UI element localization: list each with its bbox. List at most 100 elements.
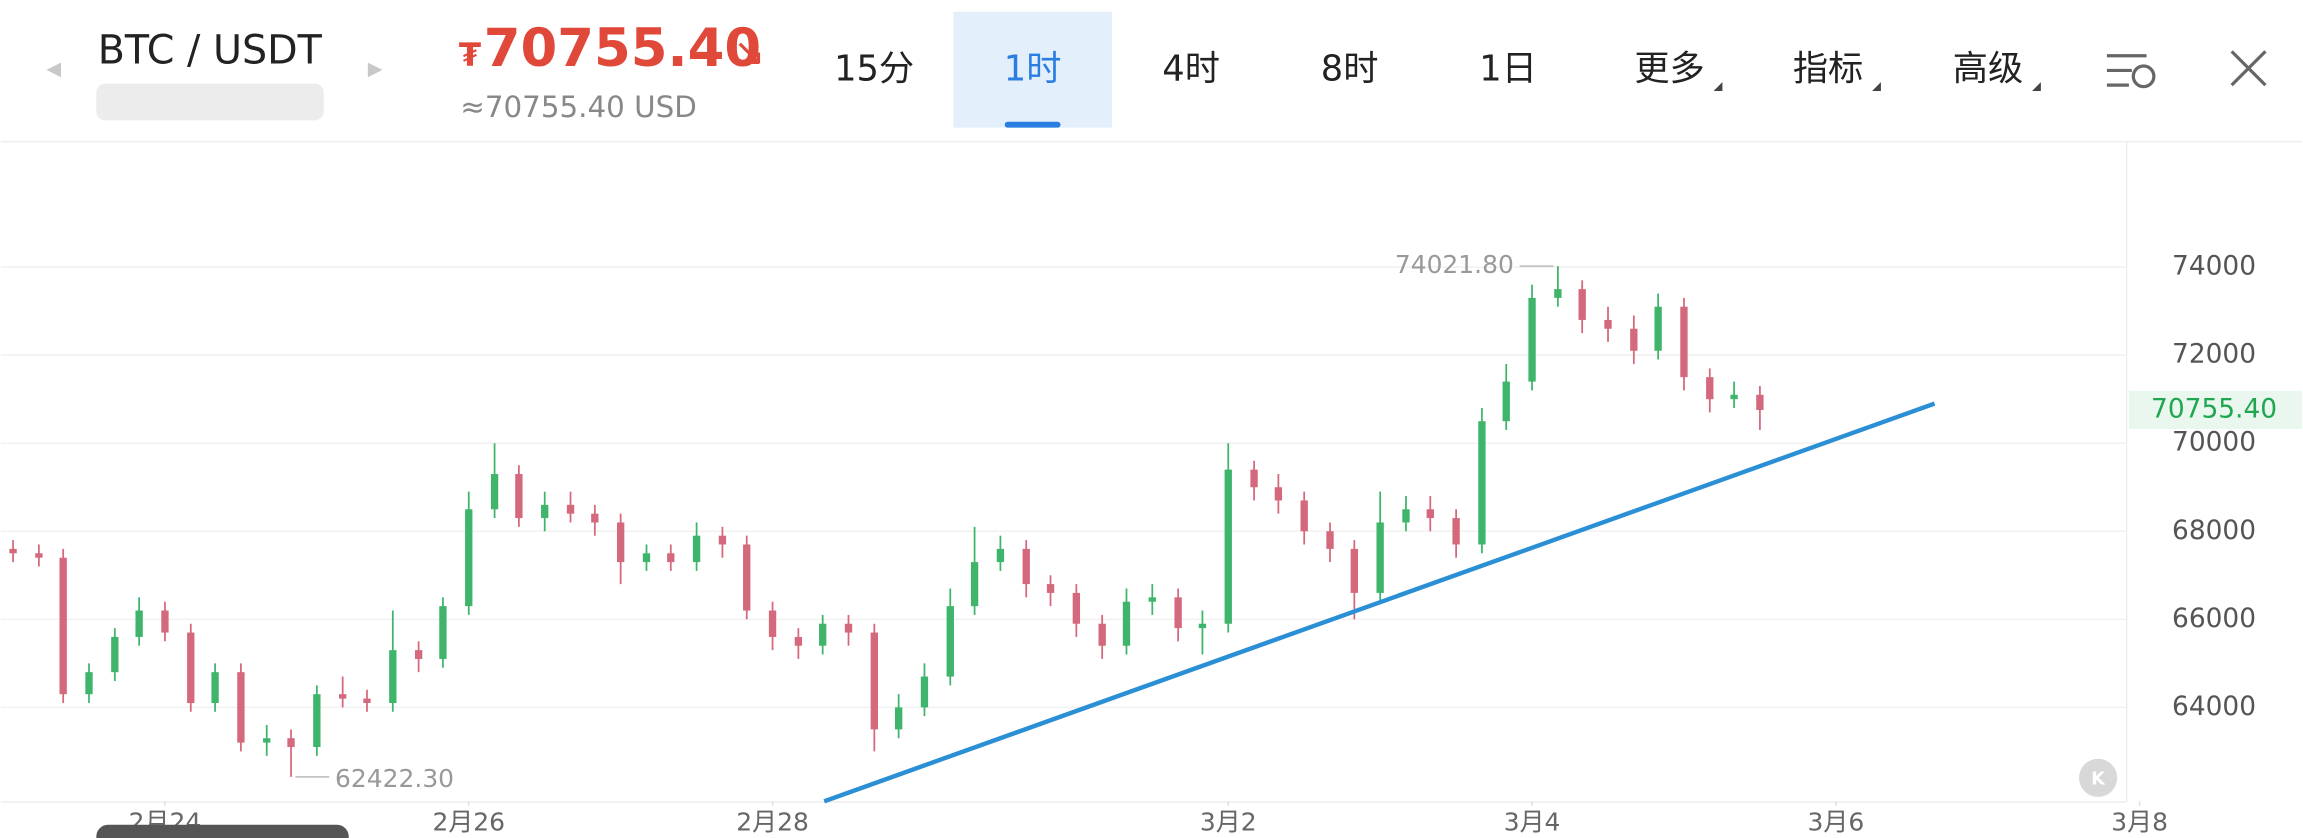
candle-body [946,606,954,677]
candle [1680,297,1688,391]
candle [591,504,599,536]
candle-body [1350,548,1359,593]
candle-body [1022,548,1030,585]
candle-body [1578,289,1586,320]
candle-body [1630,328,1638,351]
candle-body [1402,509,1410,523]
candle [920,663,929,717]
candle [1046,575,1055,607]
candle-body [844,623,853,633]
candle-body [1122,601,1131,646]
candle [819,614,827,655]
candle [9,540,17,563]
tab[interactable]: 1时 [1004,48,1062,89]
close-button[interactable] [2230,50,2267,87]
tab[interactable]: 指标 [1793,48,1863,89]
candle [1098,614,1106,659]
candle-body [237,672,245,743]
candle-body [616,522,625,563]
candle [946,588,954,686]
candle [135,597,143,646]
candle-body [1426,509,1434,519]
candle-body [161,610,169,633]
candle [237,663,245,752]
active-tab-bg [953,11,1112,128]
low-label: 62422.30 [335,764,454,793]
tab[interactable]: 1日 [1479,48,1537,89]
candle-body [287,738,295,748]
candle-body [1528,297,1536,382]
candle-body [1250,469,1258,488]
candle [414,641,423,673]
candle [616,513,625,585]
candle [667,544,675,571]
tab[interactable]: 8时 [1321,48,1379,89]
candle [794,628,803,659]
candle [1402,496,1410,532]
last-price-label: 70755.40 [2151,393,2277,424]
candle [844,614,853,646]
candle-body [1680,306,1688,378]
candle-body [566,504,575,514]
candle [59,548,67,703]
candle-body [135,610,143,637]
candle [1198,610,1207,655]
down-arrow: ↘ [733,30,765,74]
candle [1274,474,1283,514]
candle-body [870,632,878,730]
candle [465,491,473,615]
candle-body [1046,584,1055,593]
blurred-text [96,83,324,121]
price: 70755.40 [484,18,761,79]
candle-body [743,544,751,611]
candle-body [1502,381,1510,422]
settings-icon[interactable] [2106,54,2156,89]
candle-body [1554,289,1562,298]
candle-body [920,676,929,708]
y-tick-label: 74000 [2172,251,2256,282]
candle [1300,491,1308,545]
candle [313,685,321,756]
candle [566,491,575,523]
reset-button[interactable] [2079,758,2118,797]
candle-body [718,535,727,545]
candle [1706,368,1714,413]
pair: BTC / USDT [98,27,323,73]
high-label: 74021.80 [1395,250,1514,279]
tab[interactable]: 15分 [834,48,914,89]
candle [1502,363,1510,431]
tab[interactable]: 高级 [1953,48,2023,89]
candle [1072,584,1081,637]
candle-body [515,474,523,519]
candle-body [313,694,321,748]
candle-body [263,738,271,743]
candle-body [1730,394,1738,400]
candle-body [1098,623,1106,646]
candle [1376,491,1384,602]
candle [490,443,499,519]
candle-body [1452,518,1460,545]
x-tick-label: 3月6 [1808,807,1865,836]
dropdown-corner [1872,82,1881,91]
candle-body [1148,597,1156,602]
candle-body [1198,623,1207,629]
candle [1224,443,1232,633]
candle [996,535,1005,571]
candle-body [35,553,43,558]
tab[interactable]: 更多 [1634,48,1704,89]
currency-symbol: ₮ [459,36,482,74]
candle-body [1706,377,1714,400]
x-tick-label: 3月4 [1504,807,1561,836]
y-tick-label: 66000 [2172,603,2256,634]
candle [35,544,43,567]
y-tick-label: 68000 [2172,515,2256,546]
prev-arrow[interactable]: ◂ [46,50,61,84]
candle-body [667,553,675,563]
tab[interactable]: 4时 [1162,48,1220,89]
candle [211,663,219,712]
candle [1174,588,1182,642]
candle-body [819,623,827,646]
candle [263,725,271,756]
next-arrow[interactable]: ▸ [368,50,383,84]
candle [1756,385,1764,431]
